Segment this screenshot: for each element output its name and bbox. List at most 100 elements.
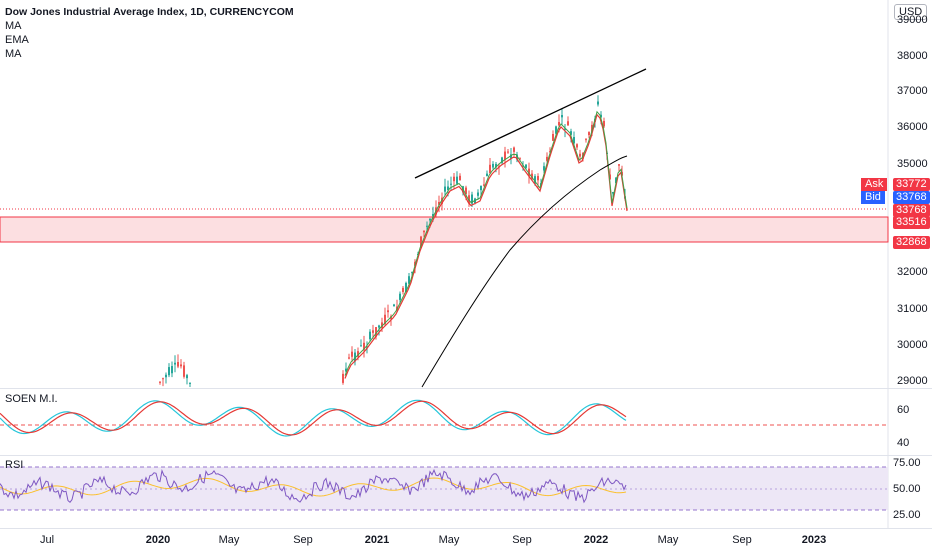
- soen-slow-line: [0, 400, 627, 436]
- symbol-title[interactable]: Dow Jones Industrial Average Index, 1D, …: [5, 6, 294, 18]
- rsi-line: [0, 468, 627, 504]
- price-axis-label: 32000: [897, 266, 928, 278]
- support-zone: [0, 216, 889, 243]
- pane-separator[interactable]: [0, 455, 932, 456]
- candle-body: [405, 282, 407, 293]
- ask-price-tag[interactable]: 33772: [893, 178, 930, 191]
- candle-body: [447, 186, 449, 191]
- candle-body: [579, 153, 581, 157]
- candle-body: [408, 276, 410, 284]
- candle-body: [612, 191, 614, 194]
- candle-body: [501, 157, 503, 163]
- price-axis-label: 31000: [897, 303, 928, 315]
- candle-body: [423, 230, 425, 233]
- candle-body: [189, 382, 191, 384]
- candle-body: [618, 164, 620, 166]
- zone-top-tag[interactable]: 33516: [893, 216, 930, 229]
- candle-body: [537, 176, 539, 181]
- candle-body: [438, 201, 440, 205]
- rsi-level-label: 25.00: [893, 509, 921, 521]
- chart-legend: Dow Jones Industrial Average Index, 1D, …: [5, 5, 294, 61]
- ma-long-line: [421, 155, 628, 388]
- time-axis-label: 2023: [801, 534, 827, 546]
- candle-body: [183, 365, 185, 377]
- candle-body: [495, 163, 497, 168]
- candle-body: [402, 287, 404, 292]
- candle-body: [510, 154, 512, 159]
- rsi-level-label: 50.00: [893, 483, 921, 495]
- candle-body: [471, 194, 473, 204]
- candle-body: [360, 345, 362, 347]
- currency-selector[interactable]: USD: [894, 4, 928, 20]
- candle-body: [375, 327, 377, 337]
- time-axis-label: Sep: [732, 534, 752, 546]
- candle-body: [429, 218, 431, 221]
- candle-body: [543, 166, 545, 171]
- last-price-tag[interactable]: 33768: [893, 204, 930, 217]
- candle-body: [456, 176, 458, 184]
- ema-line: [344, 113, 628, 379]
- candle-body: [600, 114, 602, 118]
- candle-body: [615, 177, 617, 184]
- candle-body: [432, 213, 434, 217]
- candle-body: [357, 351, 359, 357]
- candle-body: [390, 316, 392, 320]
- candle-body: [420, 236, 422, 248]
- candle-body: [570, 131, 572, 135]
- candle-body: [528, 168, 530, 177]
- candle-body: [372, 330, 374, 333]
- candle-body: [363, 342, 365, 350]
- time-axis-label: May: [438, 534, 460, 546]
- time-axis-label: 2020: [145, 534, 171, 546]
- candle-body: [519, 158, 521, 160]
- candle-body: [552, 134, 554, 141]
- candle-body: [177, 362, 179, 367]
- candle-body: [450, 183, 452, 185]
- candle-body: [342, 373, 344, 383]
- candle-body: [351, 351, 353, 357]
- price-axis-label: 35000: [897, 158, 928, 170]
- candle-body: [561, 115, 563, 118]
- candle-body: [534, 176, 536, 184]
- candle-body: [483, 184, 485, 186]
- time-axis-separator: [0, 528, 932, 529]
- candle-body: [516, 154, 518, 160]
- candle-body: [573, 137, 575, 144]
- bid-price-tag[interactable]: 33768: [893, 191, 930, 204]
- time-axis-label: 2022: [583, 534, 609, 546]
- candle-body: [345, 368, 347, 372]
- candle-body: [564, 128, 566, 130]
- zone-bottom-tag[interactable]: 32868: [893, 236, 930, 249]
- candle-body: [585, 139, 587, 141]
- candle-body: [597, 101, 599, 105]
- price-axis-label: 37000: [897, 85, 928, 97]
- candle-body: [603, 120, 605, 127]
- candle-body: [354, 352, 356, 362]
- pane-separator[interactable]: [0, 388, 932, 389]
- indicator-ma2-label[interactable]: MA: [5, 48, 22, 60]
- time-axis-label: May: [657, 534, 679, 546]
- price-axis-label: 39000: [897, 14, 928, 26]
- candle-body: [393, 304, 395, 307]
- indicator-ma-label[interactable]: MA: [5, 20, 22, 32]
- candle-body: [411, 271, 413, 273]
- candle-body: [426, 225, 428, 227]
- candle-body: [348, 357, 350, 359]
- soen-level-label: 60: [897, 404, 910, 416]
- candle-body: [522, 165, 524, 167]
- soen-fast-line: [0, 399, 627, 437]
- rsi-pane-label[interactable]: RSI: [5, 459, 24, 471]
- candle-body: [588, 132, 590, 136]
- candle-body: [555, 126, 557, 134]
- candle-body: [480, 185, 482, 191]
- soen-pane-label[interactable]: SOEN M.I.: [5, 393, 58, 405]
- candle-body: [399, 293, 401, 300]
- indicator-ema-label[interactable]: EMA: [5, 34, 29, 46]
- candle-body: [465, 187, 467, 195]
- time-axis-label: Sep: [512, 534, 532, 546]
- time-axis-label: May: [218, 534, 240, 546]
- candle-body: [159, 381, 161, 383]
- ma-line: [344, 110, 628, 376]
